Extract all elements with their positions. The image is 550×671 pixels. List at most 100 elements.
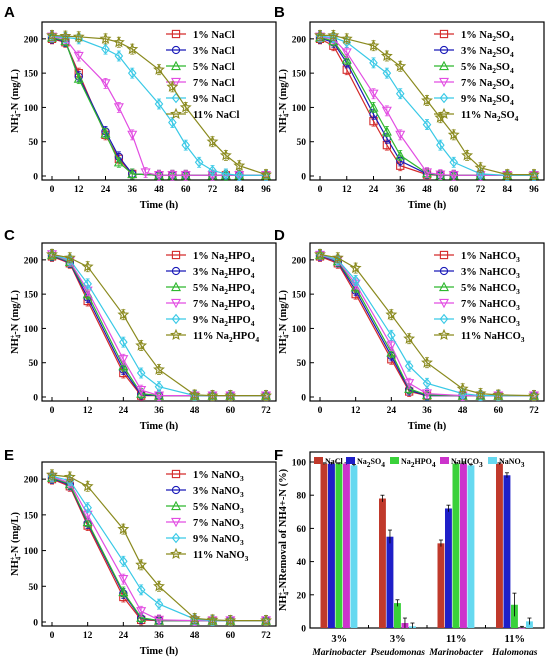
data-point [99, 32, 112, 44]
legend-entry: 7% Na2​SO4​ [434, 77, 514, 91]
data-point [153, 363, 165, 375]
data-point [81, 260, 94, 272]
legend-swatch [440, 457, 449, 464]
data-point [167, 171, 178, 181]
legend-marker [170, 517, 182, 528]
series-line [51, 474, 266, 622]
legend-label: 7% NaCl [193, 78, 235, 89]
data-point [136, 607, 147, 617]
data-point [449, 157, 459, 168]
y-tick-label: 150 [24, 291, 39, 301]
legend-marker [170, 328, 182, 341]
bar [350, 465, 358, 628]
panel-label-d: D [274, 227, 285, 244]
bar [460, 463, 467, 628]
data-point [118, 586, 129, 597]
data-point [153, 63, 165, 75]
x-tick-label: 36 [128, 185, 138, 195]
data-point [136, 584, 146, 596]
legend-entry: 1% Na2​SO4​ [434, 29, 514, 43]
legend-entry: 9% Na2​SO4​ [434, 92, 514, 107]
data-point [127, 67, 137, 79]
data-point [436, 139, 445, 151]
y-axis-label-text: NH4+-N (mg/L) [277, 290, 291, 354]
data-point [234, 170, 244, 181]
legend-marker [170, 281, 182, 292]
legend-label: Na2​HPO4​ [401, 457, 436, 469]
data-point [368, 102, 379, 112]
data-point [117, 308, 130, 320]
y-tick-label: 80 [297, 492, 307, 502]
series-line [51, 253, 266, 397]
data-point [153, 580, 165, 592]
data-point [194, 157, 204, 168]
data-point [422, 119, 432, 130]
y-tick-label: 200 [292, 256, 307, 266]
legend-entry: 3% Na2​SO4​ [434, 45, 514, 59]
legend-label: 11% NaCl [193, 110, 239, 121]
legend-swatch [390, 457, 399, 464]
data-point [59, 29, 72, 42]
data-point [404, 379, 415, 389]
data-point [117, 522, 130, 535]
y-tick-label: 60 [297, 525, 307, 535]
legend-entry: 7% NaCl [166, 77, 235, 89]
legend-label: NaNO3​ [499, 457, 525, 469]
series-line [319, 36, 534, 176]
series-line [319, 36, 534, 176]
data-point [206, 135, 219, 147]
legend-label: NaCl [325, 457, 344, 466]
bar [503, 475, 511, 628]
bar [518, 628, 526, 629]
data-point [46, 468, 58, 480]
x-tick-label: 72 [261, 631, 271, 641]
data-point [528, 168, 540, 180]
data-point [474, 387, 487, 399]
category-pct-label: 3% [390, 634, 406, 645]
panel-d: D 0 50 100 150 200 NH4+-N (mg/L) 0 12 24 36 48 60 72 T… [274, 227, 545, 432]
y-tick-label: 0 [301, 625, 306, 635]
data-point [395, 130, 406, 141]
legend-entry: 1% NaCl [166, 29, 235, 41]
bar [496, 463, 503, 628]
data-point [421, 389, 433, 399]
x-axis-label: Time (h) [140, 646, 179, 657]
legend-marker [439, 29, 449, 39]
data-point [119, 336, 128, 348]
data-point [136, 367, 146, 379]
x-tick-label: 48 [190, 631, 200, 641]
data-point [100, 79, 111, 89]
y-tick-label: 50 [297, 359, 307, 369]
x-tick-label: 24 [119, 631, 129, 641]
y-axis-label: NH4+-N (mg/L) [277, 290, 291, 354]
panel-label-a: A [4, 4, 15, 21]
data-point [448, 171, 459, 181]
legend-marker [171, 469, 181, 479]
data-point [101, 43, 110, 55]
legend-label: NaHCO3​ [451, 457, 483, 469]
data-point [314, 248, 326, 260]
legend-entry: 9% NaHCO3​ [434, 313, 520, 328]
data-point [127, 130, 138, 141]
category-genus-label: Halomonas [491, 648, 538, 658]
data-point [127, 168, 138, 179]
data-point [82, 516, 93, 527]
legend-marker [170, 107, 182, 120]
y-tick-label: 0 [33, 394, 38, 404]
legend-label: 9% NaNO3​ [193, 534, 244, 547]
x-tick-label: 0 [50, 406, 55, 416]
data-point [474, 161, 487, 173]
bar [386, 536, 394, 628]
bar [328, 463, 335, 628]
legend-marker [438, 107, 450, 120]
y-tick-label: 100 [24, 325, 39, 335]
legend-label: 11% NaHCO3​ [461, 331, 525, 344]
legend-label: 1% NaHCO3​ [461, 251, 520, 264]
series-line [51, 35, 266, 176]
legend-label: 11% NaNO3​ [193, 550, 249, 563]
legend-entry: 3% NaHCO3​ [434, 266, 520, 280]
data-point [112, 36, 125, 48]
legend-label: 3% Na2​SO4​ [461, 46, 514, 59]
y-tick-label: 50 [29, 583, 39, 593]
